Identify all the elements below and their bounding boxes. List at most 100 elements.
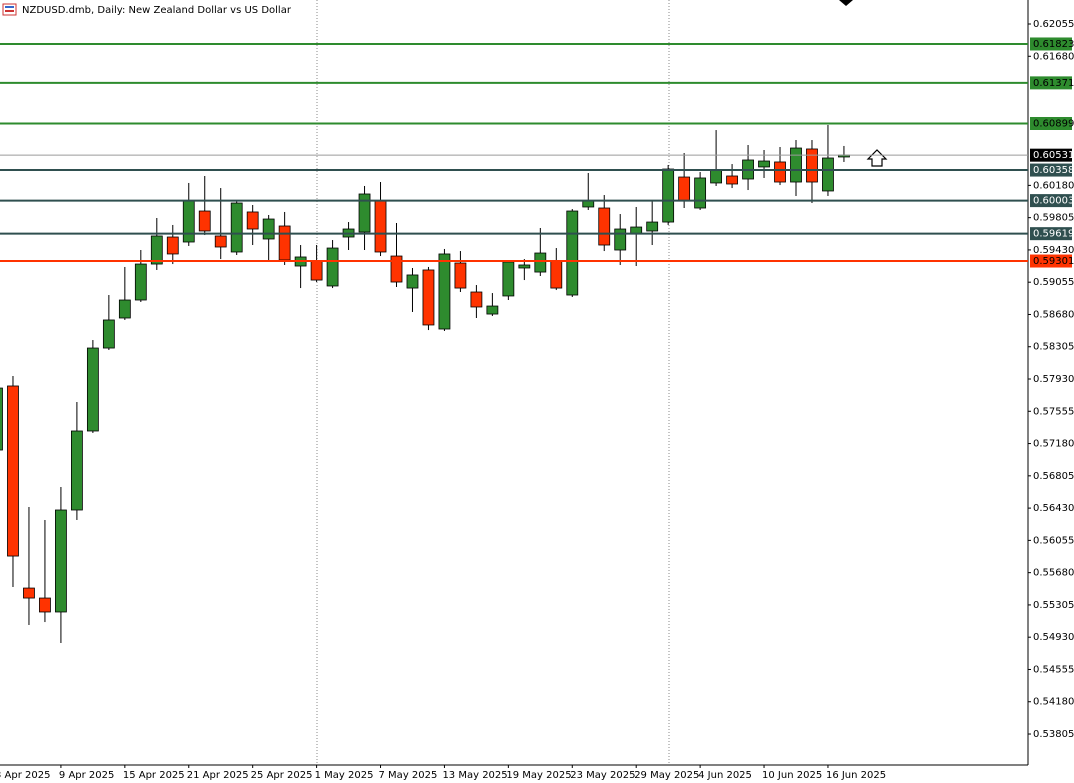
y-tick-label: 0.55680 <box>1033 568 1074 579</box>
level-label-box <box>1030 116 1072 130</box>
x-tick-label: 10 Jun 2025 <box>762 770 822 781</box>
candle-body <box>502 261 515 297</box>
candle-body <box>598 207 611 246</box>
level-label: 0.60531 <box>1033 150 1074 161</box>
candle-body <box>374 200 387 253</box>
candle-body <box>55 509 67 613</box>
candle-body <box>0 387 3 451</box>
candle-body <box>694 177 707 209</box>
candle-body <box>678 176 691 202</box>
level-label: 0.60358 <box>1033 165 1074 176</box>
level-label: 0.59619 <box>1033 229 1074 240</box>
candle-body <box>710 169 722 184</box>
x-tick-label: 29 May 2025 <box>634 770 699 781</box>
y-tick-label: 0.57555 <box>1033 406 1074 417</box>
x-tick-label: 25 Apr 2025 <box>251 770 313 781</box>
candle-body <box>822 157 834 192</box>
x-tick-label: 9 Apr 2025 <box>59 770 114 781</box>
x-tick-label: 23 May 2025 <box>570 770 635 781</box>
candle-body <box>230 202 243 253</box>
y-tick-label: 0.61680 <box>1033 51 1074 62</box>
candle-body <box>23 587 35 599</box>
level-label-box <box>1030 194 1072 208</box>
candle-body <box>790 147 802 183</box>
candle-body <box>662 168 675 223</box>
candle-body <box>326 247 339 287</box>
y-tick-label: 0.59055 <box>1033 277 1074 288</box>
candle-body <box>214 235 227 248</box>
candle-body <box>566 210 579 296</box>
level-label-box <box>1030 37 1072 51</box>
level-label-box <box>1030 163 1072 177</box>
candle-body <box>550 260 563 289</box>
level-label: 0.61371 <box>1033 78 1074 89</box>
candle-body <box>278 225 291 261</box>
x-tick-label: 15 Apr 2025 <box>123 770 185 781</box>
x-tick-label: 16 Jun 2025 <box>826 770 886 781</box>
candle-body <box>118 299 131 319</box>
candle-body <box>438 253 451 330</box>
candle-body <box>182 200 195 243</box>
candle-body <box>486 305 499 315</box>
y-tick-label: 0.57180 <box>1033 439 1074 450</box>
y-tick-label: 0.56430 <box>1033 503 1074 514</box>
candle-body <box>246 211 259 230</box>
candle-body <box>774 161 786 183</box>
y-tick-label: 0.56055 <box>1033 535 1074 546</box>
level-label-box <box>1030 76 1072 90</box>
x-tick-label: 4 Jun 2025 <box>698 770 752 781</box>
x-tick-label: 7 May 2025 <box>379 770 438 781</box>
x-tick-label: 13 May 2025 <box>442 770 507 781</box>
x-tick-label: 19 May 2025 <box>506 770 571 781</box>
candle-body <box>86 347 99 432</box>
candle-body <box>646 221 659 232</box>
candle-body <box>7 385 19 557</box>
candle-body <box>534 252 547 273</box>
y-tick-label: 0.62055 <box>1033 19 1074 30</box>
candle-body <box>134 263 147 301</box>
candle-body <box>71 430 83 511</box>
y-tick-label: 0.59805 <box>1033 213 1074 224</box>
x-tick-label: 21 Apr 2025 <box>187 770 249 781</box>
candle-body <box>422 269 435 326</box>
y-tick-label: 0.54555 <box>1033 664 1074 675</box>
candle-body <box>518 264 531 269</box>
candle-body <box>166 236 179 255</box>
symbol-icon <box>2 3 17 16</box>
level-label: 0.59301 <box>1033 256 1074 267</box>
chart-title: NZDUSD.dmb, Daily: New Zealand Dollar vs… <box>22 5 292 16</box>
candle-body <box>358 193 371 233</box>
y-tick-label: 0.59430 <box>1033 245 1074 256</box>
candle-body <box>310 260 323 281</box>
level-label-box <box>1030 227 1072 241</box>
plot-area <box>0 124 850 644</box>
y-tick-label: 0.58680 <box>1033 309 1074 320</box>
level-label-box <box>1030 254 1072 268</box>
y-tick-label: 0.56805 <box>1033 471 1074 482</box>
candle-body <box>406 274 419 289</box>
candle-body <box>758 160 770 168</box>
level-label-box <box>1030 148 1072 162</box>
y-tick-label: 0.57930 <box>1033 374 1074 385</box>
buy-arrow-icon <box>866 149 888 167</box>
level-label: 0.60899 <box>1033 118 1074 129</box>
y-tick-label: 0.60180 <box>1033 180 1074 191</box>
candle-body <box>39 597 51 613</box>
candle-body <box>614 228 627 251</box>
level-label: 0.60003 <box>1033 196 1074 207</box>
x-tick-label: 3 Apr 2025 <box>0 770 50 781</box>
candle-body <box>726 175 738 185</box>
x-tick-label: 1 May 2025 <box>315 770 374 781</box>
level-label: 0.61823 <box>1033 39 1074 50</box>
candle-body <box>582 200 595 208</box>
candle-body <box>150 235 163 265</box>
sell-arrow-icon <box>839 0 853 6</box>
y-tick-label: 0.54180 <box>1033 697 1074 708</box>
candle-body <box>470 291 483 308</box>
y-tick-label: 0.54930 <box>1033 632 1074 643</box>
candle-body <box>198 210 211 232</box>
y-tick-label: 0.58305 <box>1033 342 1074 353</box>
y-tick-label: 0.53805 <box>1033 729 1074 740</box>
